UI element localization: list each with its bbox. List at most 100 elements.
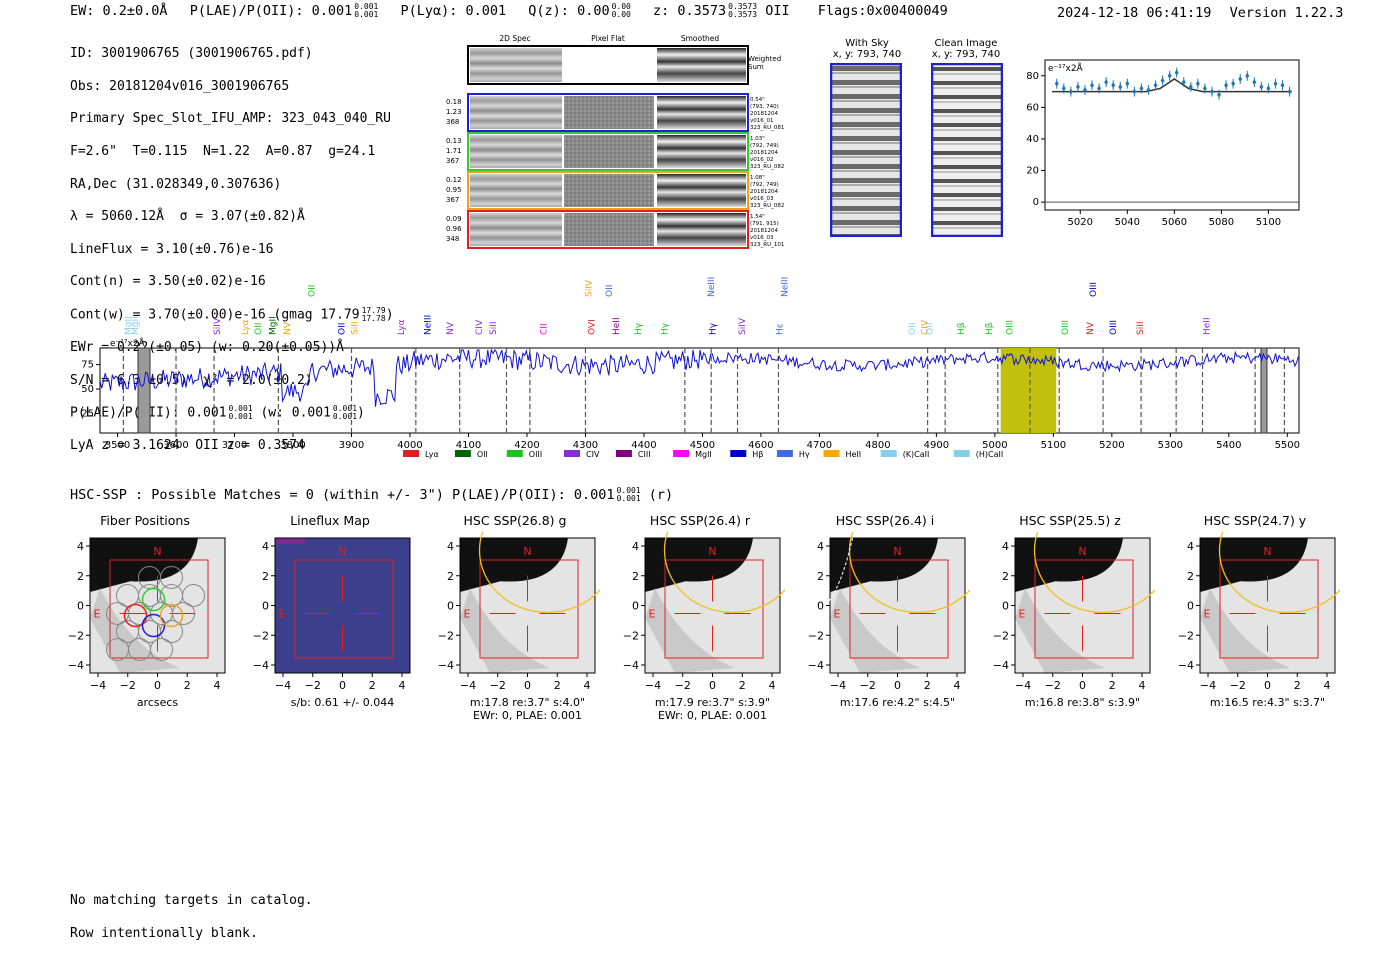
diffuse-light — [830, 588, 920, 673]
legend-label: OIII — [529, 450, 542, 459]
aperture-ellipse — [663, 532, 785, 614]
emission-label: OII — [605, 285, 615, 297]
x-tick-label: 5200 — [1099, 440, 1124, 451]
header-plya: P(Lyα): 0.001 — [400, 3, 507, 19]
fiber-circle — [150, 638, 173, 661]
fiber-blue — [141, 613, 166, 638]
x-tick-label: −2 — [1230, 679, 1246, 692]
data-point — [1252, 79, 1257, 86]
spec-row-2d — [470, 174, 562, 207]
legend-swatch — [454, 450, 471, 457]
weighted-label-2: Sum — [748, 63, 764, 71]
y-tick-label: 4 — [262, 540, 269, 553]
emission-label: OII — [254, 323, 264, 335]
data-point — [1090, 82, 1095, 89]
info-id: ID: 3001906765 (3001906765.pdf) — [70, 46, 313, 62]
header-z-frac: 0.3573 0.3573 — [728, 2, 758, 19]
y-tick-label: −4 — [253, 659, 269, 672]
emission-label: NV — [283, 321, 293, 335]
north-label: N — [153, 545, 161, 558]
emission-label: Hγ — [634, 322, 644, 335]
x-tick-label: 2 — [1109, 679, 1116, 692]
emission-label: SiIV — [738, 317, 748, 335]
x-tick-label: 0 — [1264, 679, 1271, 692]
spec-row-stat: 1.71 — [446, 147, 462, 155]
emission-label: Lyα — [241, 319, 251, 335]
weighted-sum-smooth — [657, 48, 746, 82]
legend-label: OII — [477, 450, 488, 459]
data-point — [1181, 79, 1186, 86]
x-tick-label: 4 — [584, 679, 591, 692]
data-point — [1160, 77, 1165, 84]
spec-row-smoothed — [657, 213, 746, 246]
spec-row-meta: (793, 740) — [750, 104, 779, 110]
masked-region — [137, 347, 151, 434]
x-tick-label: 5500 — [1275, 440, 1300, 451]
y-tick-label: 0 — [817, 600, 824, 613]
data-point — [1266, 85, 1271, 92]
east-label: E — [279, 608, 286, 621]
hsc-cutout: N E 4 2 0 −2 −4 −4 −2 0 2 4 — [808, 532, 970, 692]
spec-row-flat — [564, 135, 654, 168]
y-tick-label: 4 — [817, 540, 824, 553]
x-tick-label: 5100 — [1256, 217, 1281, 228]
emission-label: Hβ — [957, 322, 967, 335]
fiber-circle — [182, 584, 205, 607]
with-sky-image — [830, 63, 902, 237]
hsc-panel-title: HSC SSP(25.5) z — [1019, 513, 1121, 528]
hsc-panel: HSC SSP(24.7) y N E 4 2 0 −2 −4 −4 −2 0 2 4 m:16.5 re… — [1160, 512, 1345, 727]
legend-label: (K)CaII — [903, 450, 930, 459]
data-point — [1153, 82, 1158, 89]
x-tick-label: 4700 — [807, 440, 832, 451]
spec-row-meta: 20181204 — [750, 150, 778, 156]
aperture-ellipse — [1218, 532, 1340, 614]
spec-row-meta: 1.54" — [750, 214, 765, 220]
hsc-caption: m:17.6 re:4.2" s:4.5" — [839, 696, 956, 709]
hsc-panel-title: HSC SSP(24.7) y — [1203, 513, 1307, 528]
y-tick-label: 40 — [1026, 134, 1039, 145]
header-plae-frac: 0.001 0.001 — [354, 2, 379, 19]
data-point — [1146, 87, 1151, 93]
x-tick-label: 4 — [214, 679, 221, 692]
info-lambda: λ = 5060.12Å σ = 3.07(±0.82)Å — [70, 209, 305, 225]
legend-swatch — [615, 450, 632, 457]
header-z: z: 0.3573 — [652, 3, 727, 19]
aperture-box — [479, 559, 579, 659]
emission-label: NeIII — [707, 277, 717, 297]
legend-label: Lyα — [425, 450, 439, 459]
clean-image — [931, 63, 1003, 237]
data-point — [1195, 80, 1200, 87]
aperture-ellipse — [1033, 532, 1155, 614]
hsc-panel-title: HSC SSP(26.4) r — [649, 513, 751, 528]
emission-label: OII — [908, 323, 918, 335]
y-tick-label: 2 — [632, 570, 639, 583]
clean-image-title: Clean Image x, y: 793, 740 — [931, 38, 1001, 60]
fiber-circle — [160, 566, 183, 589]
y-tick-label: 4 — [77, 540, 84, 553]
hsc-panel: Fiber Positions N E 4 2 0 −2 −4 −4 −2 0 2 4 arcsecs — [50, 512, 235, 727]
spec-row-stat: 348 — [446, 235, 459, 243]
x-tick-label: −4 — [830, 679, 846, 692]
hsc-caption: m:16.5 re:4.3" s:3.7" — [1209, 696, 1326, 709]
aperture-box — [664, 559, 764, 659]
masked-region — [1260, 347, 1268, 434]
spec-row-meta: 323_RU_082 — [750, 203, 784, 209]
emission-label: HeII — [612, 317, 622, 335]
y-tick-label: −2 — [438, 629, 454, 642]
footer-note: No matching targets in catalog. Row inte… — [70, 877, 313, 958]
spectrum-curve — [99, 348, 1299, 407]
spec-row-smoothed — [657, 174, 746, 207]
data-point — [1125, 80, 1130, 87]
spec-row-meta: (792, 749) — [750, 143, 779, 149]
diffuse-light — [460, 588, 550, 673]
spec-row-meta: 323_RU_082 — [750, 164, 784, 170]
highlight-band — [1000, 348, 1057, 433]
diffuse-light — [1015, 588, 1105, 673]
data-point — [1075, 83, 1080, 90]
emission-label: NV — [1086, 321, 1096, 335]
x-tick-label: 4 — [1139, 679, 1146, 692]
data-point — [1188, 83, 1193, 90]
data-point — [1231, 80, 1236, 87]
north-label: N — [708, 545, 716, 558]
